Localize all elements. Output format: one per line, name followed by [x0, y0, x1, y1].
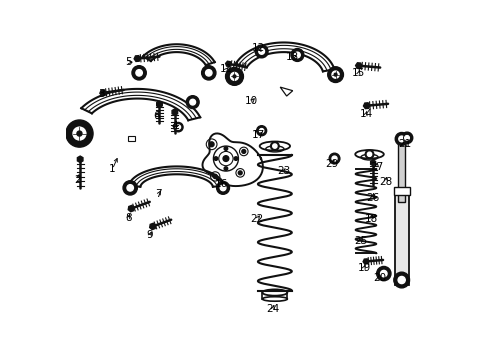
Circle shape [205, 69, 212, 76]
Circle shape [224, 147, 227, 150]
Text: 10: 10 [244, 96, 258, 107]
Circle shape [393, 272, 408, 288]
Circle shape [225, 67, 243, 85]
Text: 26: 26 [366, 193, 379, 203]
Text: 29: 29 [325, 159, 338, 169]
Circle shape [216, 181, 229, 194]
Text: 11: 11 [220, 64, 233, 74]
Circle shape [201, 66, 216, 80]
Circle shape [77, 131, 82, 136]
Circle shape [272, 144, 276, 148]
Circle shape [331, 156, 336, 161]
Circle shape [259, 129, 263, 133]
Text: 3: 3 [98, 89, 105, 99]
Text: 18: 18 [364, 214, 377, 224]
Text: 13: 13 [285, 52, 299, 62]
Circle shape [256, 126, 266, 136]
Circle shape [176, 125, 180, 129]
Circle shape [66, 120, 93, 147]
Circle shape [331, 71, 339, 78]
Circle shape [270, 142, 279, 150]
Text: 6: 6 [153, 111, 160, 121]
Text: 9: 9 [146, 230, 153, 240]
Text: 4: 4 [171, 121, 178, 131]
Circle shape [327, 67, 343, 82]
Circle shape [223, 156, 228, 161]
Text: 5: 5 [125, 57, 131, 67]
Bar [398, 134, 404, 202]
Text: 27: 27 [369, 162, 383, 172]
Text: 1: 1 [109, 164, 115, 174]
Circle shape [401, 132, 412, 144]
Circle shape [258, 49, 264, 54]
Bar [128, 136, 135, 141]
Circle shape [238, 171, 242, 175]
Circle shape [380, 270, 386, 277]
Circle shape [213, 174, 217, 179]
Text: 2: 2 [74, 175, 81, 185]
Text: 8: 8 [125, 212, 131, 222]
Circle shape [127, 185, 133, 191]
Circle shape [404, 135, 408, 140]
Circle shape [73, 127, 86, 140]
Bar [393, 187, 408, 195]
Text: 7: 7 [155, 189, 162, 199]
Circle shape [398, 136, 404, 142]
Circle shape [220, 185, 225, 191]
Circle shape [328, 153, 339, 164]
Circle shape [397, 276, 405, 284]
Circle shape [290, 49, 303, 62]
Circle shape [132, 66, 146, 80]
Circle shape [209, 142, 214, 147]
Circle shape [189, 99, 195, 105]
Text: 17: 17 [252, 130, 265, 140]
Text: 21: 21 [398, 139, 411, 149]
Bar [394, 194, 408, 285]
Circle shape [242, 149, 245, 153]
Text: 12: 12 [252, 43, 265, 53]
Text: 15: 15 [351, 68, 365, 78]
Circle shape [255, 45, 267, 58]
Text: 28: 28 [378, 177, 391, 187]
Text: 24: 24 [266, 303, 279, 314]
Text: 23: 23 [277, 166, 290, 176]
Circle shape [365, 150, 373, 158]
Circle shape [366, 152, 371, 157]
Text: 20: 20 [373, 273, 386, 283]
Circle shape [234, 157, 237, 160]
Text: 25: 25 [353, 236, 366, 246]
Circle shape [233, 75, 235, 78]
Circle shape [294, 52, 300, 58]
Text: 19: 19 [357, 262, 370, 273]
Text: 16: 16 [214, 179, 227, 189]
Circle shape [186, 96, 199, 109]
Circle shape [224, 167, 227, 170]
Circle shape [394, 132, 407, 145]
Circle shape [333, 73, 336, 76]
Text: 22: 22 [250, 214, 263, 224]
Circle shape [123, 181, 137, 195]
Circle shape [376, 266, 390, 281]
Circle shape [214, 157, 217, 160]
Text: 14: 14 [359, 109, 372, 119]
Circle shape [136, 69, 142, 76]
Circle shape [230, 72, 238, 80]
Circle shape [173, 122, 183, 132]
